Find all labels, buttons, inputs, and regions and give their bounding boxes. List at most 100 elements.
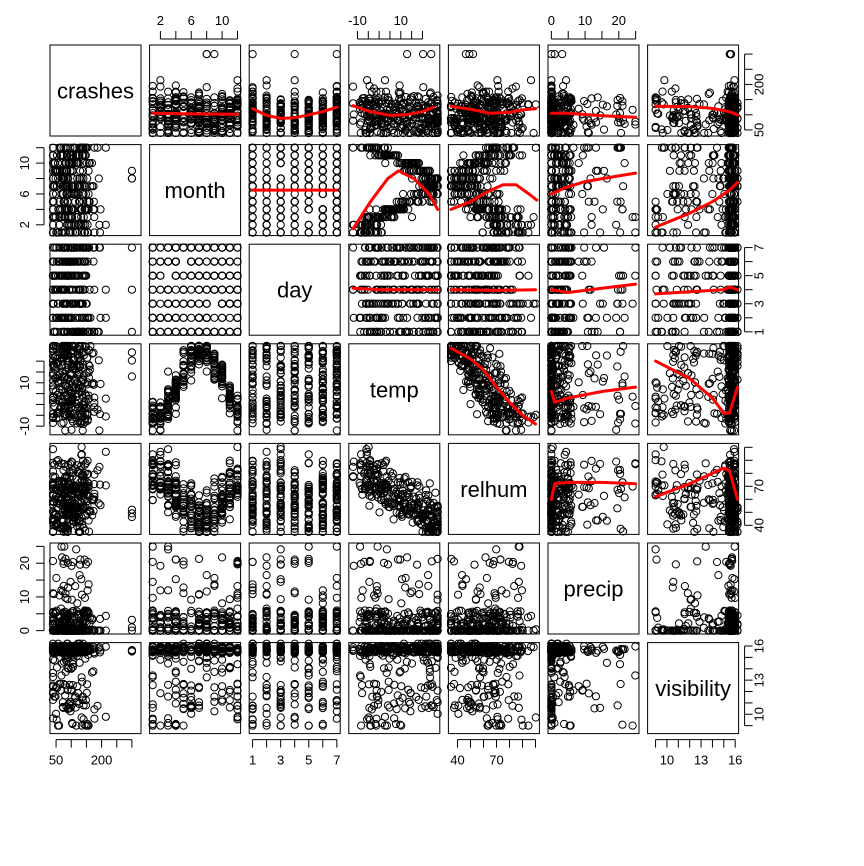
data-point bbox=[202, 257, 211, 266]
data-point bbox=[413, 313, 422, 322]
data-point bbox=[387, 117, 396, 126]
data-point bbox=[179, 271, 188, 280]
data-point bbox=[276, 102, 285, 111]
data-point bbox=[580, 116, 589, 125]
data-point bbox=[304, 228, 313, 237]
data-point bbox=[164, 285, 173, 294]
data-point bbox=[680, 166, 689, 175]
data-point bbox=[148, 97, 157, 106]
data-point bbox=[377, 128, 386, 138]
data-point bbox=[187, 299, 196, 308]
data-point bbox=[179, 285, 188, 294]
data-point bbox=[578, 189, 587, 199]
data-point bbox=[427, 50, 436, 59]
data-point bbox=[290, 213, 299, 222]
data-point bbox=[202, 271, 211, 280]
data-point bbox=[628, 105, 637, 114]
data-point bbox=[704, 205, 713, 214]
data-point bbox=[660, 76, 669, 85]
data-point bbox=[716, 166, 725, 175]
data-point bbox=[202, 102, 211, 111]
data-point bbox=[148, 313, 157, 322]
data-point bbox=[202, 119, 211, 128]
data-point bbox=[362, 128, 371, 138]
data-point bbox=[526, 313, 536, 322]
data-point bbox=[433, 116, 442, 125]
data-point bbox=[218, 127, 227, 136]
data-point bbox=[406, 128, 415, 138]
data-point bbox=[596, 228, 605, 237]
data-point bbox=[225, 128, 234, 138]
diagonal-label-temp: temp bbox=[370, 377, 419, 402]
data-point bbox=[433, 107, 442, 116]
data-point bbox=[171, 243, 180, 252]
panel-frame-crashes-relhum bbox=[447, 44, 540, 137]
panel-frame-temp-relhum bbox=[447, 343, 540, 436]
data-point bbox=[225, 271, 234, 280]
data-point bbox=[210, 119, 219, 129]
data-point bbox=[218, 299, 227, 308]
data-point bbox=[709, 124, 718, 134]
data-point bbox=[529, 128, 538, 138]
data-point bbox=[262, 213, 271, 222]
data-point bbox=[366, 151, 375, 160]
data-point bbox=[504, 87, 513, 96]
data-point bbox=[403, 50, 412, 59]
panel-frame-crashes-temp bbox=[348, 44, 441, 137]
panel-frame-relhum-relhum bbox=[447, 442, 540, 535]
data-point bbox=[515, 271, 524, 280]
data-point bbox=[492, 166, 501, 175]
data-point bbox=[502, 116, 511, 125]
data-point bbox=[202, 313, 211, 322]
panel-temp-temp: temp bbox=[348, 343, 441, 436]
data-point bbox=[481, 114, 490, 124]
data-point bbox=[304, 118, 313, 127]
data-point bbox=[380, 76, 390, 85]
data-point bbox=[433, 119, 442, 128]
data-point bbox=[210, 257, 219, 266]
data-point bbox=[377, 97, 386, 106]
data-point bbox=[318, 213, 327, 222]
data-point bbox=[276, 151, 285, 160]
points-day-vs-month bbox=[148, 243, 242, 336]
data-point bbox=[483, 182, 492, 191]
points-month-vs-crashes bbox=[48, 143, 136, 237]
data-point bbox=[148, 299, 157, 308]
data-point bbox=[262, 119, 271, 129]
data-point bbox=[194, 125, 204, 134]
data-point bbox=[233, 313, 242, 322]
data-point bbox=[127, 174, 136, 183]
data-point bbox=[332, 82, 341, 91]
data-point bbox=[318, 116, 327, 126]
data-point bbox=[156, 327, 165, 336]
data-point bbox=[187, 107, 196, 117]
data-point bbox=[179, 118, 188, 127]
data-point bbox=[262, 128, 271, 138]
data-point bbox=[318, 122, 327, 132]
data-point bbox=[225, 313, 234, 322]
data-point bbox=[202, 100, 211, 109]
data-point bbox=[156, 100, 165, 109]
data-point bbox=[677, 159, 686, 168]
data-point bbox=[218, 98, 227, 107]
data-point bbox=[381, 87, 391, 96]
data-point bbox=[318, 166, 327, 175]
data-point bbox=[179, 102, 188, 111]
panel-visibility-visibility: visibility bbox=[647, 642, 740, 735]
data-point bbox=[171, 123, 180, 132]
data-point bbox=[148, 81, 157, 91]
data-point bbox=[262, 94, 271, 103]
data-point bbox=[517, 94, 527, 103]
data-point bbox=[187, 285, 196, 294]
data-point bbox=[332, 143, 341, 152]
data-point bbox=[478, 228, 487, 237]
data-point bbox=[318, 220, 327, 229]
data-point bbox=[496, 94, 505, 103]
data-point bbox=[171, 271, 180, 280]
data-point bbox=[276, 124, 285, 133]
data-point bbox=[349, 243, 358, 252]
data-point bbox=[187, 96, 196, 105]
data-point bbox=[225, 120, 234, 130]
data-point bbox=[705, 166, 714, 175]
data-point bbox=[398, 299, 407, 308]
